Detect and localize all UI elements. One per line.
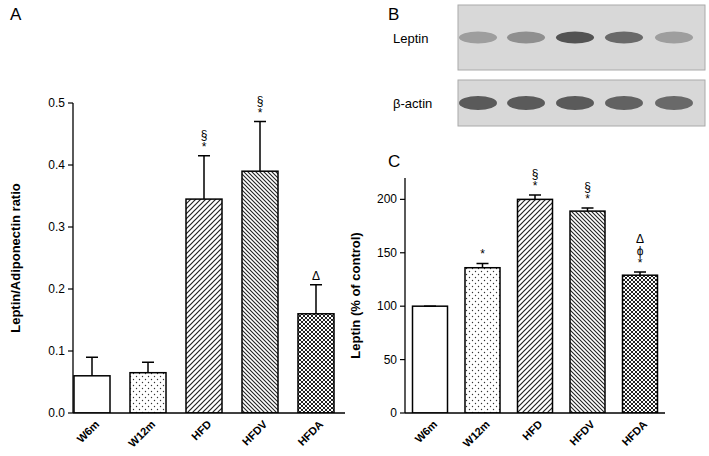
y-tick [68,288,73,289]
blot-band [655,32,693,44]
category-label: HFDV [567,417,597,447]
y-tick-label: 0.2 [48,282,65,296]
blot-band [556,96,594,110]
y-tick [68,226,73,227]
y-tick [400,359,405,360]
y-tick [68,412,73,413]
y-tick-label: 50 [384,353,398,367]
y-tick-label: 0.0 [48,406,65,420]
bar [518,199,553,413]
blot-band [507,96,545,110]
bar [465,268,500,413]
error-bar [142,362,154,373]
blot-row-label: β-actin [393,96,432,111]
significance-mark: § [532,167,539,181]
y-tick-label: 150 [377,246,397,260]
blot-band [605,96,643,110]
error-bar [477,263,489,267]
error-bar [198,156,210,199]
plot-area [74,122,334,413]
error-bar [310,285,322,314]
bar [413,306,448,413]
y-tick [400,412,405,413]
significance-mark: § [257,94,264,108]
y-tick-label: 200 [377,192,397,206]
bar [570,211,605,413]
error-bar [424,305,436,307]
y-tick-label: 0.5 [48,96,65,110]
blot-band [459,32,497,44]
y-tick [68,350,73,351]
y-tick-label: 100 [377,299,397,313]
blot-band [459,96,497,110]
category-label: HFDA [619,418,649,448]
significance-mark: § [201,128,208,142]
figure: ALeptin/Adiponectin ratioW6mW12m*§HFD*§H… [0,0,709,456]
blot-band [507,32,545,44]
significance-mark: ϕ [637,244,644,258]
significance-mark: Δ [312,269,320,283]
blot-strip [458,80,705,126]
y-tick [68,164,73,165]
chart: CLeptin (% of control)W6m*W12m*§HFD*§HFD… [348,152,665,449]
y-tick-label: 0 [390,406,397,420]
error-bar [582,208,594,211]
panel-label: A [10,5,22,24]
axis-label: Leptin/Adiponectin ratio [8,183,23,333]
axis-label: Leptin (% of control) [348,232,363,358]
blot-band [655,96,693,110]
y-axis [72,103,73,413]
panel-label: C [388,152,400,171]
bar [298,314,334,413]
blot-band [605,32,643,44]
bar [623,275,658,413]
bar [130,373,166,413]
x-axis [405,412,665,413]
error-bar [634,272,646,275]
bar [74,376,110,413]
y-tick [400,199,405,200]
significance-mark: Δ [636,232,644,246]
significance-mark: * [258,106,263,120]
error-bar [86,357,98,376]
category-label: HFDA [295,418,325,448]
error-bar [529,195,541,199]
bar [242,171,278,413]
category-label: W6m [412,418,439,445]
chart: ALeptin/Adiponectin ratioW6mW12m*§HFD*§H… [8,5,345,449]
panel-label: B [388,5,399,24]
category-label: HFD [520,418,545,443]
bar [186,199,222,413]
plot-area [413,195,658,413]
significance-mark: * [202,140,207,154]
significance-mark: * [638,256,643,270]
significance-mark: * [585,192,590,206]
significance-mark: * [533,179,538,193]
category-label: W12m [461,418,493,450]
category-label: HFD [189,418,214,443]
error-bar [254,122,266,172]
significance-mark: * [480,247,485,261]
category-label: W6m [74,418,101,445]
y-tick-label: 0.3 [48,220,65,234]
blot-strip [458,5,705,70]
y-tick [68,102,73,103]
blot-row-label: Leptin [393,31,428,46]
y-tick [400,252,405,253]
blot-band [556,32,594,44]
category-label: HFDV [240,417,270,447]
significance-mark: § [584,180,591,194]
y-axis [404,178,405,413]
x-axis [73,412,345,413]
y-tick-label: 0.1 [48,344,65,358]
category-label: W12m [126,418,158,450]
blot-panel: B Leptin β-actin [388,5,705,126]
y-tick-label: 0.4 [48,158,65,172]
y-tick [400,306,405,307]
